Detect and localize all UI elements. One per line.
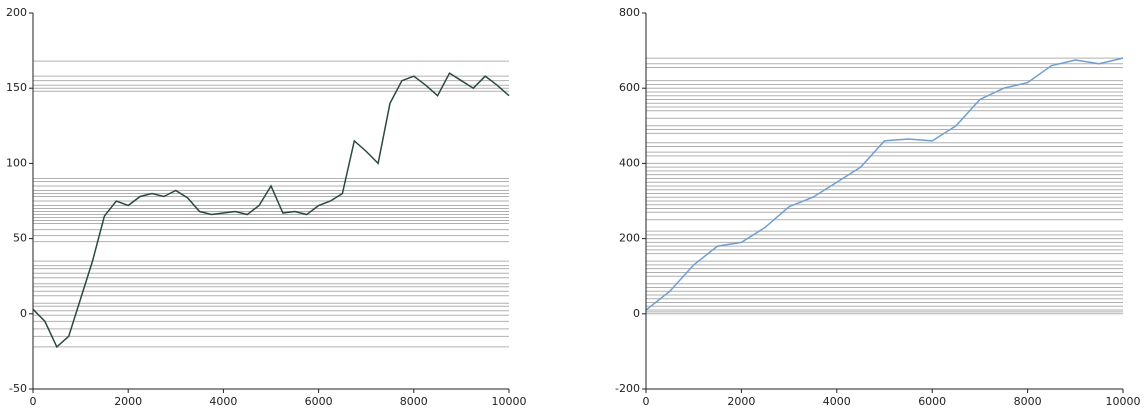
data-line (32, 72, 510, 349)
y-tick-label: 0 (633, 307, 640, 320)
y-tick-label: -50 (9, 382, 27, 395)
x-tick-label: 2000 (727, 395, 755, 408)
x-tick-label: 10000 (1106, 395, 1141, 408)
x-tick-label: 8000 (1014, 395, 1042, 408)
y-tick-label: 100 (6, 156, 27, 169)
y-tick-label: -200 (615, 382, 640, 395)
y-tick-label: 50 (13, 232, 27, 245)
x-tick-label: 10000 (492, 395, 527, 408)
x-tick-label: 8000 (400, 395, 428, 408)
x-tick-label: 0 (30, 395, 37, 408)
x-tick-label: 2000 (114, 395, 142, 408)
y-tick-label: 200 (6, 6, 27, 19)
y-tick-label: 600 (619, 81, 640, 94)
y-tick-label: 0 (20, 307, 27, 320)
y-tick-label: 200 (619, 232, 640, 245)
data-line (645, 57, 1124, 311)
y-tick-label: 150 (6, 81, 27, 94)
y-tick-label: 800 (619, 6, 640, 19)
x-tick-label: 4000 (823, 395, 851, 408)
x-tick-label: 6000 (918, 395, 946, 408)
x-tick-label: 6000 (305, 395, 333, 408)
x-tick-label: 4000 (209, 395, 237, 408)
x-tick-label: 0 (643, 395, 650, 408)
y-tick-label: 400 (619, 156, 640, 169)
